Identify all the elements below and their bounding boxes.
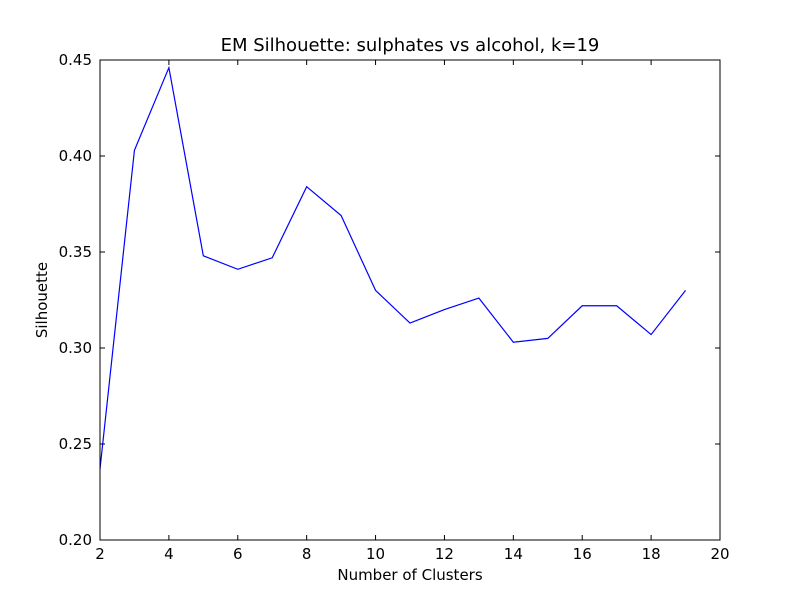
y-tick-label: 0.20 (59, 531, 92, 549)
y-tick-label: 0.40 (59, 147, 92, 165)
series-layer (99, 65, 687, 470)
y-tick-label: 0.25 (59, 435, 92, 453)
x-tick-label: 4 (164, 545, 174, 563)
x-tick-label: 14 (504, 545, 523, 563)
x-tick-label: 12 (435, 545, 454, 563)
y-tick-label: 0.45 (59, 51, 92, 69)
x-tick-label: 6 (233, 545, 243, 563)
chart-title: EM Silhouette: sulphates vs alcohol, k=1… (221, 35, 600, 56)
series-line (99, 65, 687, 470)
x-tick-label: 16 (573, 545, 592, 563)
x-axis-ticks: 2 4 6 8 10 12 14 16 18 20 (95, 60, 730, 563)
y-axis-title: Silhouette (33, 262, 51, 338)
x-tick-label: 8 (302, 545, 312, 563)
plot-frame (99, 59, 721, 541)
x-tick-label: 20 (710, 545, 729, 563)
x-axis-title: Number of Clusters (337, 566, 482, 584)
x-tick-label: 10 (366, 545, 385, 563)
x-tick-label: 18 (642, 545, 661, 563)
x-tick-label: 2 (95, 545, 105, 563)
y-tick-label: 0.30 (59, 339, 92, 357)
y-tick-label: 0.35 (59, 243, 92, 261)
y-axis-ticks: 0.20 0.25 0.30 0.35 0.40 0.45 (59, 51, 720, 549)
